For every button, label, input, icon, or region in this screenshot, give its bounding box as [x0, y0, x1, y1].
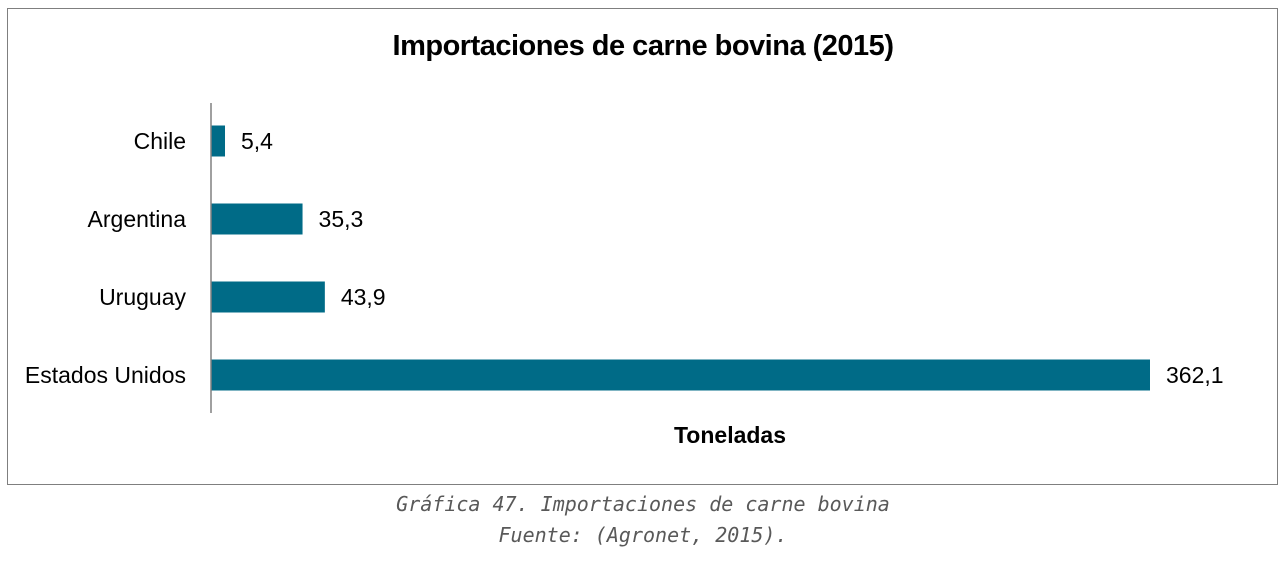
x-axis-label: Toneladas [674, 422, 786, 448]
category-label-2: Uruguay [99, 284, 186, 310]
figure-source: Fuente: (Agronet, 2015). [498, 523, 788, 547]
category-label-0: Chile [134, 128, 186, 154]
data-label-0: 5,4 [241, 128, 273, 154]
bar-3 [211, 359, 1150, 391]
bar-0 [211, 125, 226, 157]
chart-title: Importaciones de carne bovina (2015) [392, 30, 894, 62]
bars-layer: Chile 5,4 Argentina 35,3 Uruguay 43,9 Estados … [25, 125, 1224, 391]
bar-1 [211, 203, 303, 235]
figure-caption: Gráfica 47. Importaciones de carne bovin… [396, 492, 890, 516]
bar-2 [211, 281, 325, 313]
data-label-2: 43,9 [341, 284, 386, 310]
data-label-1: 35,3 [319, 206, 364, 232]
chart-frame [7, 8, 1278, 485]
category-label-3: Estados Unidos [25, 362, 186, 388]
category-label-1: Argentina [88, 206, 187, 232]
bar-chart: Chile 5,4 Argentina 35,3 Uruguay 43,9 Estados … [25, 103, 1224, 448]
data-label-3: 362,1 [1166, 362, 1224, 388]
